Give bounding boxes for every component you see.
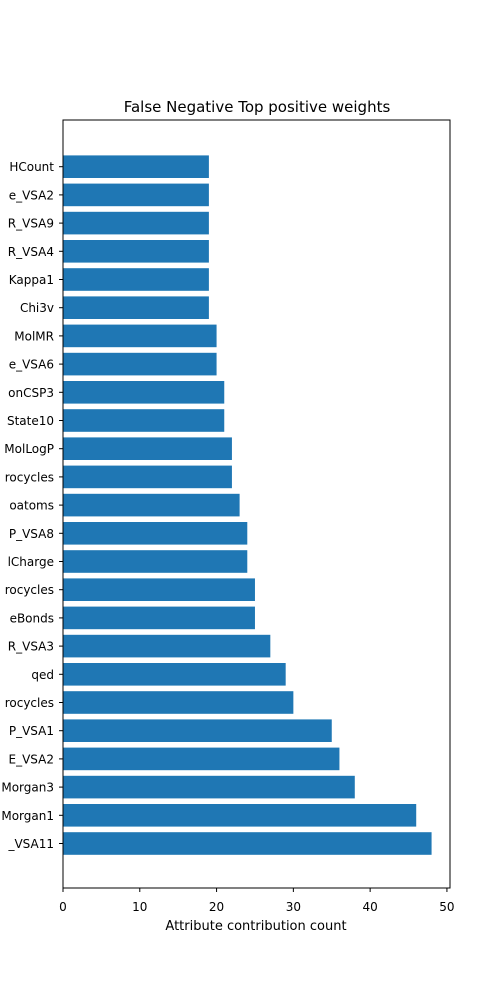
bar <box>63 353 217 376</box>
y-tick-label: R_VSA9 <box>8 217 54 231</box>
y-tick-label: Morgan3 <box>1 781 54 795</box>
y-tick-label: oatoms <box>9 499 54 513</box>
y-tick-label: qed <box>31 668 54 682</box>
bar <box>63 296 209 319</box>
bar <box>63 832 432 855</box>
y-tick-label: R_VSA4 <box>8 245 54 259</box>
y-tick-label: MolLogP <box>4 442 54 456</box>
bar <box>63 776 355 799</box>
y-tick-label: HCount <box>9 160 54 174</box>
bar <box>63 381 224 404</box>
y-tick-label: _VSA11 <box>7 837 54 851</box>
bar <box>63 607 255 630</box>
y-tick-label: e_VSA2 <box>9 188 54 202</box>
bar <box>63 325 217 348</box>
y-axis-ticks: _VSA11 Morgan1 Morgan3 E_VSA2 P_VSA1 rocycles… <box>1 160 63 851</box>
bar <box>63 522 247 545</box>
y-tick-label: Chi3v <box>20 301 54 315</box>
y-tick-label: lCharge <box>8 555 54 569</box>
bar <box>63 663 286 686</box>
y-tick-label: P_VSA1 <box>9 724 54 738</box>
x-tick-label: 40 <box>363 900 378 914</box>
x-tick-label: 50 <box>439 900 454 914</box>
y-tick-label: rocycles <box>5 583 54 597</box>
bar <box>63 155 209 178</box>
bar <box>63 184 209 207</box>
x-tick-label: 10 <box>132 900 147 914</box>
bar <box>63 804 416 827</box>
bar <box>63 635 270 658</box>
bars-group <box>63 155 432 854</box>
y-tick-label: R_VSA3 <box>8 640 54 654</box>
chart-title: False Negative Top positive weights <box>124 98 391 116</box>
x-tick-label: 20 <box>209 900 224 914</box>
bar <box>63 409 224 432</box>
bar <box>63 748 339 771</box>
x-axis-ticks: 0 10 20 30 40 50 <box>59 888 454 914</box>
y-tick-label: Kappa1 <box>9 273 54 287</box>
x-tick-label: 0 <box>59 900 67 914</box>
y-tick-label: eBonds <box>10 611 54 625</box>
y-tick-label: Morgan1 <box>1 809 54 823</box>
bar <box>63 437 232 460</box>
bar <box>63 550 247 573</box>
bar <box>63 691 293 714</box>
bar <box>63 494 240 517</box>
bar <box>63 212 209 235</box>
bar <box>63 578 255 601</box>
y-tick-label: E_VSA2 <box>9 752 54 766</box>
bar <box>63 240 209 263</box>
y-tick-label: P_VSA8 <box>9 527 54 541</box>
y-tick-label: rocycles <box>5 696 54 710</box>
x-tick-label: 30 <box>286 900 301 914</box>
y-tick-label: State10 <box>7 414 54 428</box>
bar <box>63 719 332 742</box>
bar <box>63 268 209 291</box>
bar <box>63 466 232 489</box>
y-tick-label: rocycles <box>5 470 54 484</box>
y-tick-label: onCSP3 <box>8 386 54 400</box>
y-tick-label: e_VSA6 <box>9 358 54 372</box>
x-axis-label: Attribute contribution count <box>165 919 346 934</box>
y-tick-label: MolMR <box>14 329 54 343</box>
